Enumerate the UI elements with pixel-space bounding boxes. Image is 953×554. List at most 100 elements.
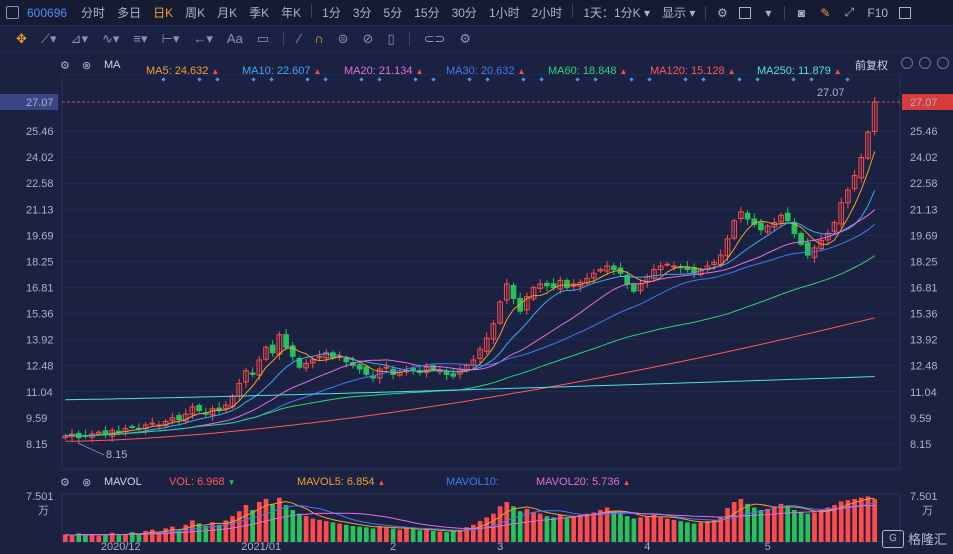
signal-marker [575,77,580,82]
candle-body [289,345,296,357]
brush-icon[interactable]: ∕ [298,31,301,46]
candle-body [811,247,818,258]
pen-icon[interactable]: ✎ [820,5,831,20]
comment-tool-icon[interactable]: ▭ [256,30,270,46]
signal-marker [593,77,598,82]
volume-bar [370,528,376,542]
signal-marker [161,77,166,82]
period-tab[interactable]: 1小时 [488,6,520,20]
ma-title[interactable]: MA [104,59,121,71]
x-tick-label: 4 [644,541,650,553]
period-tab[interactable]: 2小时 [531,6,563,20]
candle-body [851,175,858,190]
y-tick-left: 12.48 [26,361,54,373]
volume-bar [651,514,657,542]
move-cross-icon[interactable]: ✥ [16,30,27,46]
candle-body [263,346,269,360]
magnet-icon[interactable]: ∩ [314,31,324,46]
volume-bar [384,527,389,542]
kline-chart[interactable]: 27.07 27.07 25.46 25.46 24.02 24.02 22.58 22.58… [0,74,953,554]
camera-icon[interactable]: ◙ [797,5,806,20]
period-tab[interactable]: 年K [281,6,302,20]
candle-body [182,413,189,422]
vol-close-icon[interactable]: ⊗ [82,477,92,489]
ma-close-icon[interactable]: ⊗ [82,59,92,72]
period-tab[interactable]: 15分 [414,6,440,20]
zoom-in-icon[interactable] [937,57,949,69]
menu-square-icon[interactable] [6,6,19,19]
candle-body [731,220,738,239]
fib-tool-icon[interactable]: ≡▾ [133,30,148,46]
watermark: G 格隆汇 [881,529,947,548]
line-tool-icon[interactable]: ⟋▾ [40,30,57,46]
volume-bar [517,511,523,542]
volume-bar [243,505,249,542]
range-tool-icon[interactable]: ⊢▾ [161,30,180,46]
period-tab[interactable]: 季K [249,6,270,20]
fullscreen-icon[interactable]: ⤢ [844,5,855,19]
period-tab[interactable]: 周K [185,6,206,20]
volume-bar [437,531,443,542]
settings-icon[interactable]: ⚙ [459,30,472,46]
y-tick-left: 11.04 [26,387,53,399]
y-tick-left: 8.15 [26,439,47,451]
candle-body [343,358,350,363]
signal-marker [269,77,274,82]
period-tab[interactable]: 多日 [117,6,142,20]
volume-bar [731,502,737,542]
candle-body [450,373,457,377]
vol-settings-icon[interactable]: ⚙ [60,477,70,489]
channel-tool-icon[interactable]: ⊿▾ [70,30,88,46]
vol-unit: 万 [38,505,49,517]
f10-button[interactable]: F10 [867,5,889,20]
arrow-up-icon: ▲ [313,67,322,76]
adjust-mode[interactable]: 前复权 [855,60,888,72]
square-icon[interactable] [899,6,912,19]
vol-legend-item: VOL: 6.968 ▼ [169,476,236,488]
volume-bar [491,513,496,542]
trash-icon[interactable]: ▯ [387,30,395,46]
volume-bar [771,506,777,542]
link-icon[interactable]: ⊂⊃ [423,30,446,46]
volume-bar [725,508,730,542]
signal-marker [467,77,472,82]
volume-bar [544,516,550,542]
reset-icon[interactable] [901,57,913,69]
x-tick-label: 2021/01 [241,541,281,553]
volume-bar [845,500,851,542]
checkbox-icon[interactable] [739,6,752,19]
vol-title[interactable]: MAVOL [104,476,142,488]
hide-icon[interactable]: ⊘ [362,30,374,46]
period-tab[interactable]: 3分 [352,6,372,20]
candle-body [437,370,443,373]
volume-bar [872,499,877,542]
y-tick-left: 13.92 [26,335,54,347]
period-tab[interactable]: 月K [217,6,238,20]
high-marker: 27.07 [817,87,845,99]
ma-line [65,209,876,437]
zoom-out-icon[interactable] [919,57,931,69]
period-tab[interactable]: 日K [153,6,174,20]
signal-marker [197,77,202,82]
display-menu[interactable]: 显示 ▾ [662,6,696,20]
volume-bar [611,511,617,542]
main-pane-frame [61,74,901,470]
arrow-tool-icon[interactable]: ←▾ [193,30,213,46]
volume-bar [290,510,296,542]
period-tab[interactable]: 分时 [81,6,106,20]
gear-icon[interactable]: ⚙ [717,5,728,20]
volume-bar [404,528,409,542]
interval-combo[interactable]: 1天：1分K ▾ [583,6,651,20]
stock-code[interactable]: 600696 [27,5,68,20]
wave-tool-icon[interactable]: ∿▾ [101,30,120,46]
text-tool-icon[interactable]: Aa [226,31,243,46]
volume-bar [263,498,269,542]
volume-bar [471,524,476,542]
volume-bar [664,518,670,542]
period-tab[interactable]: 5分 [383,6,403,20]
lock-icon[interactable]: ⊜ [337,30,349,46]
ma-settings-icon[interactable]: ⚙ [60,59,70,72]
period-tab[interactable]: 30分 [451,6,477,20]
chevron-down-icon[interactable]: ▾ [765,5,772,20]
period-tab[interactable]: 1分 [322,6,341,20]
